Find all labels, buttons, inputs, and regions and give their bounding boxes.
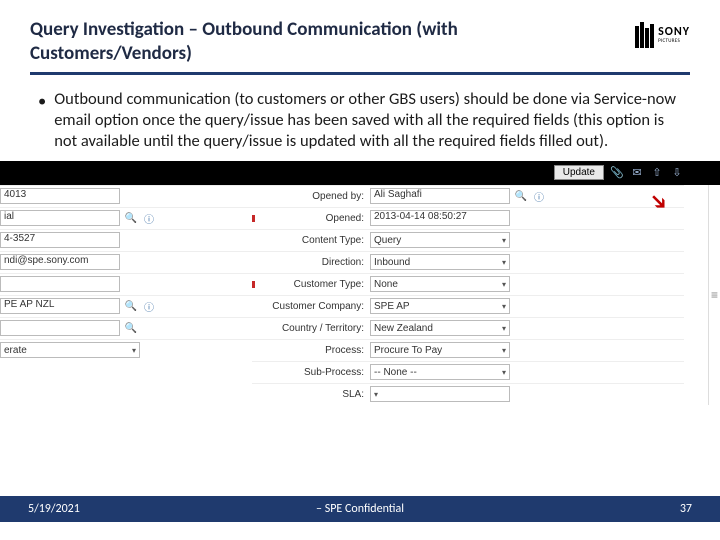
left-input[interactable]: 4-3527 [0, 232, 120, 248]
collapse-strip[interactable]: ≡ [708, 185, 720, 405]
info-icon[interactable]: ⓘ [532, 189, 546, 203]
search-icon[interactable]: 🔍 [514, 189, 528, 203]
email-icon[interactable]: ✉ [630, 166, 644, 180]
right-field-row: Opened:2013-04-14 08:50:27 [252, 207, 684, 229]
right-field-row: Customer Company:SPE AP [252, 295, 684, 317]
select-field[interactable]: -- None -- [370, 364, 510, 380]
field-label: Content Type: [252, 235, 370, 246]
down-arrow-icon[interactable]: ⇩ [670, 166, 684, 180]
servicenow-screenshot: Update 📎 ✉ ⇧ ⇩ 4013 ial 🔍 ⓘ 4-3527 ndi@spe.so… [0, 161, 720, 405]
left-field-row: erate [0, 339, 252, 361]
lookup-field[interactable]: Ali Saghafi [370, 188, 510, 204]
footer-bar: 5/19/2021 – SPE Confidential 37 [0, 496, 720, 522]
left-input[interactable]: ial [0, 210, 120, 226]
right-field-row: Customer Type:None [252, 273, 684, 295]
right-field-row: Country / Territory:New Zealand [252, 317, 684, 339]
right-field-row: Sub-Process:-- None -- [252, 361, 684, 383]
search-icon[interactable]: 🔍 [124, 321, 138, 335]
left-field-row: ndi@spe.sony.com [0, 251, 252, 273]
record-toolbar: Update 📎 ✉ ⇧ ⇩ [0, 161, 720, 185]
left-field-row: 4-3527 [0, 229, 252, 251]
bullet-icon: • [38, 91, 46, 153]
left-select[interactable]: erate [0, 342, 140, 358]
right-field-row: Content Type:Query [252, 229, 684, 251]
sony-logo: SONY PICTURES [635, 22, 690, 48]
footer-date: 5/19/2021 [28, 502, 80, 516]
text-field[interactable]: 2013-04-14 08:50:27 [370, 210, 510, 226]
left-input[interactable]: PE AP NZL [0, 298, 120, 314]
left-field-row: 🔍 [0, 317, 252, 339]
field-label: Customer Type: [252, 279, 370, 290]
field-label: Sub-Process: [252, 367, 370, 378]
form-right-column: Opened by:Ali Saghafi 🔍 ⓘ Opened:2013-04-14… [252, 185, 708, 405]
field-label: Opened by: [252, 191, 370, 202]
select-field[interactable]: Inbound [370, 254, 510, 270]
left-input[interactable]: ndi@spe.sony.com [0, 254, 120, 270]
right-field-row: SLA: [252, 383, 684, 405]
attachment-icon[interactable]: 📎 [610, 166, 624, 180]
footer-confidential: – SPE Confidential [316, 502, 404, 516]
field-label: Country / Territory: [252, 323, 370, 334]
field-label: Direction: [252, 257, 370, 268]
field-label: Process: [252, 345, 370, 356]
right-field-row: Process:Procure To Pay [252, 339, 684, 361]
left-field-row [0, 273, 252, 295]
select-field[interactable] [370, 386, 510, 402]
info-icon[interactable]: ⓘ [142, 299, 156, 313]
right-field-row: Direction:Inbound [252, 251, 684, 273]
left-field-row: PE AP NZL 🔍 ⓘ [0, 295, 252, 317]
right-field-row: Opened by:Ali Saghafi 🔍 ⓘ [252, 185, 684, 207]
form-left-column: 4013 ial 🔍 ⓘ 4-3527 ndi@spe.sony.com PE AP NZL… [0, 185, 252, 405]
search-icon[interactable]: 🔍 [124, 211, 138, 225]
footer-page: 37 [680, 502, 692, 516]
left-field-row: 4013 [0, 185, 252, 207]
required-indicator [252, 215, 255, 222]
logo-brand: SONY [658, 26, 690, 38]
slide-title: Query Investigation – Outbound Communica… [30, 18, 550, 66]
bullet-text: • Outbound communication (to customers o… [30, 89, 690, 153]
left-input[interactable] [0, 320, 120, 336]
logo-bars-icon [635, 22, 654, 48]
left-input[interactable]: 4013 [0, 188, 120, 204]
field-label: Opened: [252, 213, 370, 224]
title-underline [30, 72, 690, 75]
field-label: Customer Company: [252, 301, 370, 312]
select-field[interactable]: Query [370, 232, 510, 248]
select-field[interactable]: Procure To Pay [370, 342, 510, 358]
up-arrow-icon[interactable]: ⇧ [650, 166, 664, 180]
select-field[interactable]: None [370, 276, 510, 292]
field-label: SLA: [252, 389, 370, 400]
left-input[interactable] [0, 276, 120, 292]
select-field[interactable]: New Zealand [370, 320, 510, 336]
update-button[interactable]: Update [554, 165, 604, 180]
bullet-content: Outbound communication (to customers or … [54, 89, 690, 153]
search-icon[interactable]: 🔍 [124, 299, 138, 313]
select-field[interactable]: SPE AP [370, 298, 510, 314]
info-icon[interactable]: ⓘ [142, 211, 156, 225]
left-field-row: ial 🔍 ⓘ [0, 207, 252, 229]
required-indicator [252, 281, 255, 288]
